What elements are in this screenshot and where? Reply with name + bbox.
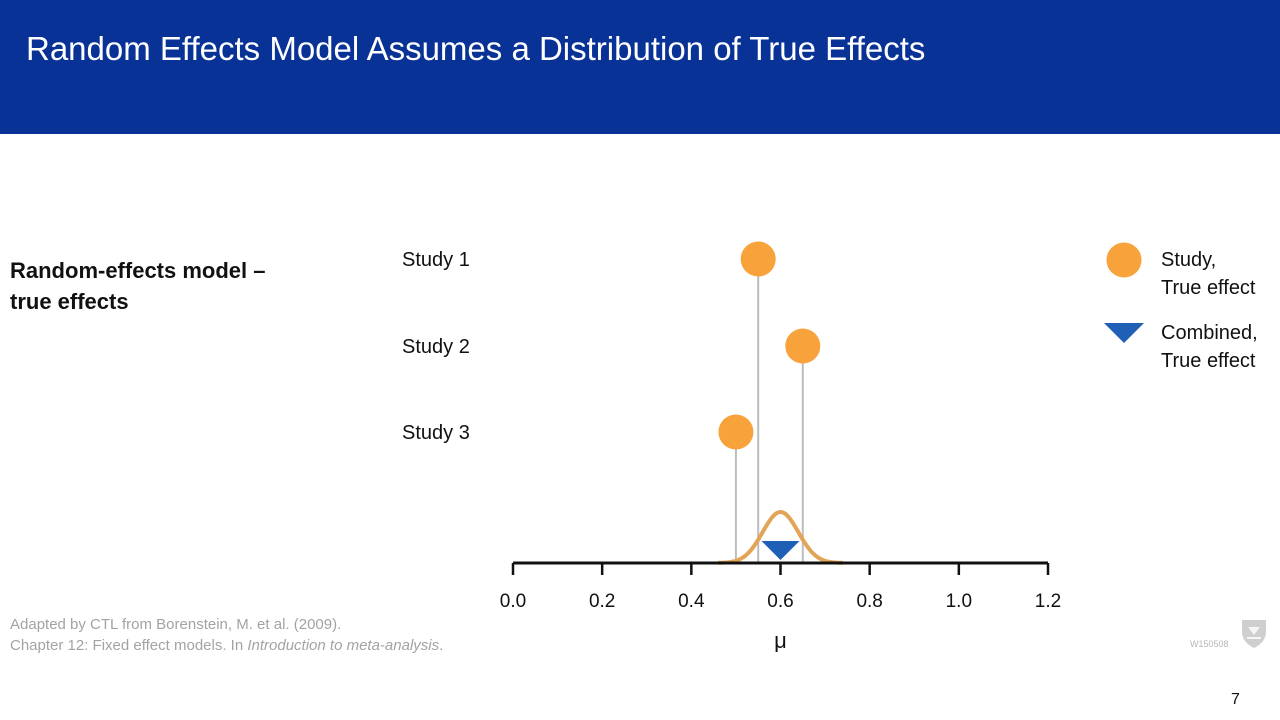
x-tick-label: 0.6	[767, 591, 793, 612]
study-true-effect-point	[740, 241, 776, 277]
title-banner	[0, 0, 1280, 134]
citation-book-title: Introduction to meta-analysis	[247, 637, 440, 654]
x-tick-label: 0.0	[500, 591, 526, 612]
distribution-curve	[717, 509, 844, 565]
citation-suffix: .	[439, 637, 444, 654]
section-heading-line1: Random-effects model –	[10, 258, 266, 283]
study-label: Study 1	[402, 249, 470, 271]
x-tick-label: 0.8	[856, 591, 882, 612]
study-label: Study 2	[402, 336, 470, 358]
university-shield-icon	[1242, 620, 1266, 648]
section-heading: Random-effects model – true effects	[10, 255, 330, 317]
legend-label: Combined,	[1161, 322, 1258, 344]
x-tick-label: 1.0	[946, 591, 972, 612]
study-label: Study 3	[402, 422, 470, 444]
study-true-effect-point	[785, 328, 821, 364]
page-number: 7	[1231, 691, 1240, 708]
slide-title: Random Effects Model Assumes a Distribut…	[26, 30, 926, 67]
study-true-effect-point	[718, 414, 754, 450]
x-tick-label: 1.2	[1035, 591, 1061, 612]
citation-line1: Adapted by CTL from Borenstein, M. et al…	[10, 616, 342, 633]
combined-true-effect-marker	[761, 541, 800, 560]
legend-label: True effect	[1161, 350, 1256, 372]
legend-combined-marker	[1104, 323, 1144, 343]
legend-label: True effect	[1161, 277, 1256, 299]
section-heading-line2: true effects	[10, 289, 129, 314]
citation-line2: Chapter 12: Fixed effect models. In Intr…	[10, 635, 443, 656]
x-tick-label: 0.4	[678, 591, 705, 612]
citation: Adapted by CTL from Borenstein, M. et al…	[10, 614, 443, 656]
legend-study-marker	[1106, 242, 1142, 278]
x-tick-label: 0.2	[589, 591, 615, 612]
legend-label: Study,	[1161, 249, 1216, 271]
slide-id: W150508	[1190, 639, 1229, 649]
citation-prefix: Chapter 12: Fixed effect models. In	[10, 637, 248, 654]
x-axis-label: μ	[774, 628, 787, 653]
